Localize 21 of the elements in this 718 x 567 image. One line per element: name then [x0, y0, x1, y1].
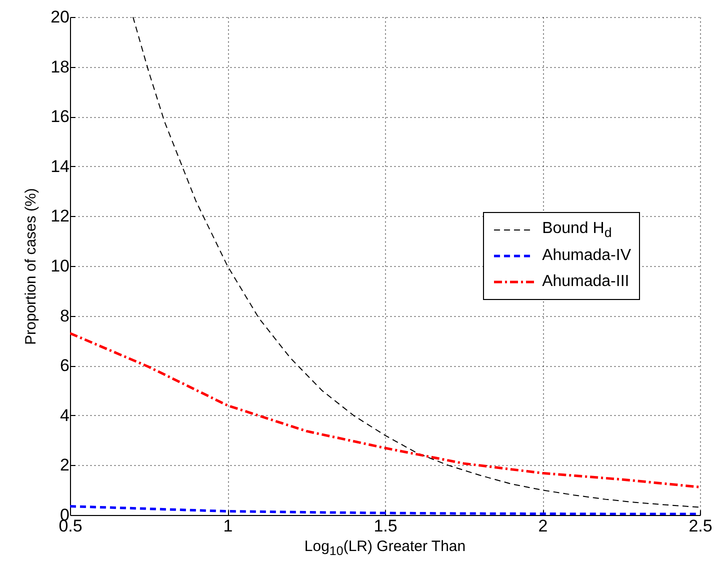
x-axis-title: Log$_{10}$(LR) Greater Than — [303, 538, 467, 558]
y-tick-label: 18 — [50, 57, 70, 76]
x-tick-label: 2.5 — [688, 516, 712, 536]
x-tick-label: 1.5 — [374, 516, 398, 536]
y-tick-label: 6 — [60, 356, 70, 376]
x-tick-label: 1 — [223, 516, 233, 536]
legend-label: Bound H$_{d}$ — [542, 220, 612, 240]
y-tick-label: 4 — [60, 406, 70, 425]
y-tick-label: 2 — [60, 456, 70, 475]
y-tick-label: 20 — [50, 8, 70, 26]
y-tick-label: 16 — [50, 107, 70, 126]
y-tick-label: 8 — [60, 306, 70, 326]
y-axis-title: Proportion of cases (%) — [22, 188, 40, 345]
line-series — [70, 332, 700, 488]
y-tick-label: 14 — [50, 156, 70, 176]
x-tick-label: 2 — [538, 516, 548, 536]
legend-label: Ahumada-IV — [542, 247, 631, 265]
y-tick-label: 12 — [50, 206, 70, 226]
y-tick-label: 10 — [50, 256, 70, 276]
legend-label: Ahumada-III — [542, 273, 630, 291]
line-series — [132, 17, 700, 508]
